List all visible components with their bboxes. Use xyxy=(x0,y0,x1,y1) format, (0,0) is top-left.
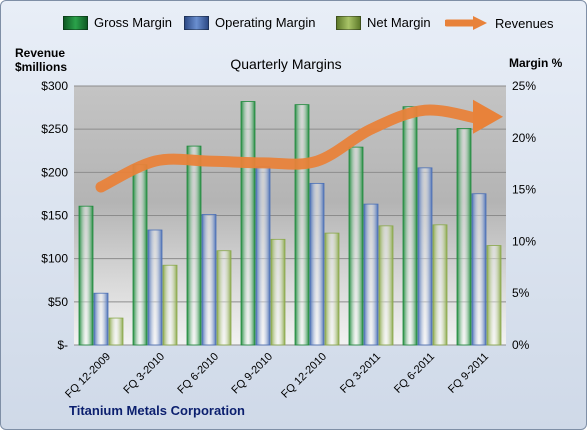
legend-label-revenues: Revenues xyxy=(495,15,554,31)
bar-net-margin xyxy=(432,224,448,346)
right-tick-label: 5% xyxy=(512,286,530,300)
legend: Gross Margin Operating Margin Net Margin… xyxy=(1,15,586,33)
right-tick-label: 25% xyxy=(512,79,536,93)
bar-operating-margin xyxy=(471,193,487,346)
category-label: FQ 6-2011 xyxy=(392,351,437,396)
legend-item-operating-margin: Operating Margin xyxy=(184,15,315,30)
bar-gross-margin xyxy=(348,146,364,346)
category-label: FQ 9-2010 xyxy=(229,351,275,397)
bar-net-margin xyxy=(378,225,394,346)
category-label: FQ 12-2009 xyxy=(63,351,113,401)
left-tick-label: $150 xyxy=(41,209,68,223)
category-label: FQ 3-2011 xyxy=(338,351,383,396)
bar-net-margin xyxy=(108,317,124,346)
category-label: FQ 6-2010 xyxy=(175,351,221,397)
bar-net-margin xyxy=(324,232,340,346)
left-tick-label: $200 xyxy=(41,165,68,179)
category-label: FQ 12-2010 xyxy=(279,351,329,401)
bar-gross-margin xyxy=(186,145,202,346)
chart-title: Quarterly Margins xyxy=(230,56,342,72)
bar-gross-margin xyxy=(456,128,472,346)
bar-operating-margin xyxy=(201,214,217,346)
right-tick-label: 10% xyxy=(512,234,536,248)
bar-operating-margin xyxy=(417,167,433,346)
category-label: FQ 3-2010 xyxy=(121,351,167,397)
bar-operating-margin xyxy=(147,229,163,346)
bar-gross-margin xyxy=(132,164,148,346)
right-axis-title: Margin % xyxy=(509,56,563,70)
company-name: Titanium Metals Corporation xyxy=(69,403,245,418)
legend-swatch-gross-margin xyxy=(63,15,88,30)
legend-swatch-net-margin xyxy=(336,15,361,30)
left-tick-label: $50 xyxy=(48,295,68,309)
legend-label-operating-margin: Operating Margin xyxy=(215,15,316,30)
bar-net-margin xyxy=(486,245,502,346)
bar-gross-margin xyxy=(402,106,418,346)
revenue-line xyxy=(95,104,485,193)
revenue-arrowhead xyxy=(473,99,503,134)
legend-item-revenues: Revenues xyxy=(445,15,554,31)
bar-operating-margin xyxy=(309,182,325,346)
left-axis-title: Revenue $millions xyxy=(15,46,68,74)
bar-gross-margin xyxy=(78,205,94,346)
bar-gross-margin xyxy=(294,104,310,346)
left-tick-label: $100 xyxy=(41,252,68,266)
legend-label-net-margin: Net Margin xyxy=(367,15,431,30)
legend-arrow-icon xyxy=(445,16,487,30)
bar-operating-margin xyxy=(363,203,379,346)
right-tick-label: 20% xyxy=(512,131,536,145)
legend-swatch-operating-margin xyxy=(184,15,209,30)
legend-label-gross-margin: Gross Margin xyxy=(94,15,173,30)
bar-net-margin xyxy=(162,264,178,346)
right-tick-label: 0% xyxy=(512,338,530,352)
left-tick-label: $300 xyxy=(41,79,68,93)
bar-operating-margin xyxy=(93,292,109,346)
legend-item-gross-margin: Gross Margin xyxy=(63,15,172,30)
bar-operating-margin xyxy=(255,166,271,346)
right-tick-label: 15% xyxy=(512,183,536,197)
bar-net-margin xyxy=(216,250,232,346)
left-tick-label: $- xyxy=(57,338,68,352)
legend-item-net-margin: Net Margin xyxy=(336,15,431,30)
bar-gross-margin xyxy=(240,101,256,346)
left-tick-label: $250 xyxy=(41,122,68,136)
category-label: FQ 9-2011 xyxy=(446,351,491,396)
bar-net-margin xyxy=(270,238,286,346)
